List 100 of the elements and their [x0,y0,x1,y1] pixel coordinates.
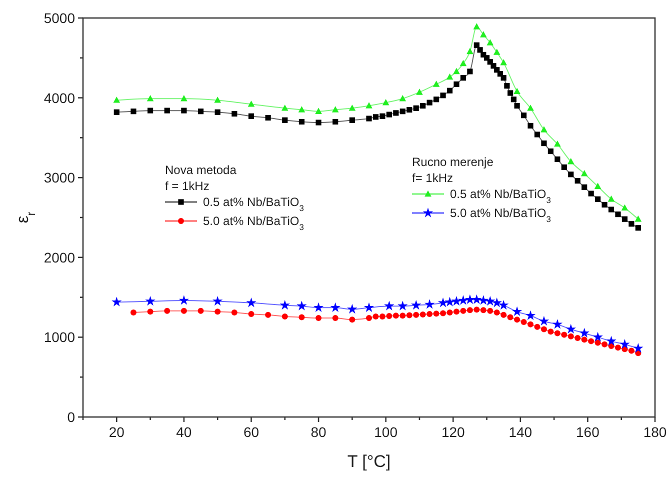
point [113,96,120,103]
point [392,312,399,319]
point [364,302,374,312]
point [588,338,594,344]
point [348,104,356,111]
annotation: f= 1kHz [412,171,454,185]
point [212,296,223,306]
legend-label: 0.5 at% Nb/BaTiO$_{3}$ [203,195,304,213]
point [145,296,156,306]
point [332,106,339,112]
point [399,95,406,102]
point [528,321,534,328]
point [248,100,255,107]
point [567,158,574,164]
y-tick-label: 1000 [44,329,76,346]
point [538,316,550,326]
point [406,312,412,318]
point [413,312,420,318]
point [520,319,527,326]
point [347,304,358,314]
point [246,298,256,308]
point [561,332,568,338]
x-tick-label: 140 [508,424,532,440]
point [147,308,154,315]
point [453,68,460,74]
point [178,295,190,305]
point [474,306,480,313]
annotation: Nova metoda [165,163,237,177]
point [198,308,204,314]
point [492,298,502,308]
point [525,310,536,320]
point [554,140,561,147]
point [614,344,621,351]
point [602,341,608,348]
point [316,315,322,322]
point [473,23,480,30]
point [386,313,392,320]
point [594,340,601,346]
point [478,295,488,305]
point [592,332,603,342]
y-tick-label: 2000 [44,249,76,266]
point [480,307,486,314]
annotation: f = 1kHz [165,179,210,193]
point [231,309,238,316]
point [298,106,306,112]
legend-label: 5.0 at% Nb/BaTiO$_{3}$ [450,206,552,224]
point [621,204,628,211]
x-tick-label: 80 [310,424,327,440]
point [426,311,433,318]
point [453,308,460,315]
point [514,316,520,323]
point [438,298,448,308]
point [548,328,554,335]
point [416,88,423,95]
legend-label: 5.0 at% Nb/BaTiO$_{3}$ [203,214,304,232]
x-tick-label: 100 [374,424,398,440]
point [498,300,509,310]
point [411,300,422,310]
y-tick-label: 3000 [44,170,76,186]
point [512,306,522,316]
point [480,31,487,38]
x-axis-title: T [°C] [347,452,391,471]
point [265,312,272,318]
point [466,307,473,314]
point [466,48,474,54]
point [527,104,534,111]
point [507,314,514,320]
y-tick-label: 4000 [44,90,76,106]
point [180,95,188,102]
point [568,333,574,340]
point [514,88,520,94]
point [554,330,560,336]
point [485,296,496,306]
point [214,96,221,103]
point [248,311,254,318]
point [579,328,590,338]
point [634,215,642,222]
point [494,309,500,316]
point [446,73,454,80]
point [296,300,307,310]
point [606,336,616,346]
point [608,196,615,202]
point [281,104,288,111]
point [500,59,507,66]
point [620,339,630,349]
y-tick-label: 0 [67,409,76,425]
point [444,296,455,306]
point [552,319,562,329]
point [130,309,136,316]
x-tick-label: 160 [576,424,600,440]
point [628,348,634,354]
point [112,296,122,306]
point [330,302,340,312]
point [379,313,386,320]
point [146,95,154,102]
point [581,336,588,343]
point [574,335,581,341]
x-tick-label: 180 [643,424,667,440]
point [424,299,435,309]
point [534,324,540,330]
